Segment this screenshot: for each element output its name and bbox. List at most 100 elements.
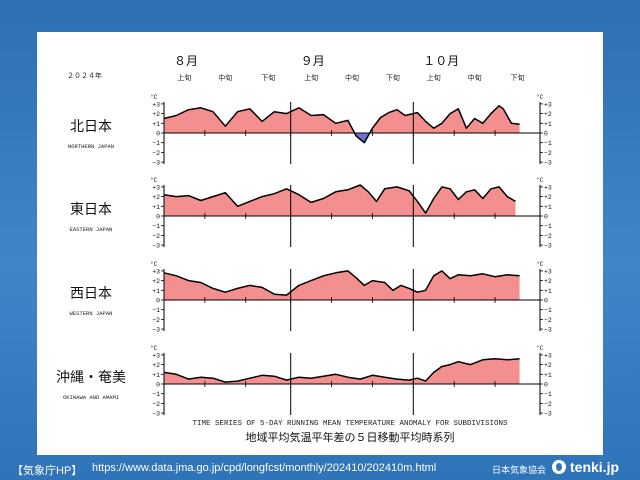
y-tick-label: +1 [152,372,160,379]
brand-text: tenki.jp [570,459,620,475]
region-name-en: WESTERN JAPAN [70,310,113,317]
anomaly-line [163,358,520,383]
brand-logo[interactable]: tenki.jp [552,459,619,475]
y-tick-label: −3 [152,160,160,167]
region-name-en: NORTHERN JAPAN [68,143,114,150]
y-tick-label: +3 [152,268,160,275]
y-tick-label: +2 [152,111,160,118]
y-tick-label: +2 [152,194,160,201]
unit-label: °C [536,94,544,101]
y-tick-label: 0 [156,214,160,221]
y-tick-label: +1 [152,288,160,295]
anomaly-negative-area [164,133,520,143]
dekad-label: 中旬 [345,73,359,82]
unit-label: °C [150,94,158,101]
tenki-logo-icon [552,460,566,474]
y-tick-label: 0 [156,298,160,305]
y-tick-label: +2 [152,362,160,369]
region-name: 沖縄・奄美 [56,370,126,386]
y-tick-label: −3 [544,243,552,250]
month-label: １０月 [423,54,459,68]
anomaly-positive-area [164,185,516,216]
dekad-label: 上旬 [177,73,191,82]
y-tick-label: 0 [544,214,548,221]
y-tick-label: −2 [152,150,160,157]
dekad-label: 下旬 [511,73,525,82]
y-tick-label: −1 [544,223,552,230]
y-tick-label: −2 [152,317,160,324]
y-tick-label: 0 [156,382,160,389]
y-tick-label: +3 [544,101,552,108]
dekad-label: 下旬 [386,73,400,82]
y-tick-label: +2 [544,194,552,201]
y-tick-label: +3 [152,352,160,359]
unit-label: °C [150,261,158,268]
y-tick-label: +2 [544,111,552,118]
y-tick-label: −3 [152,411,160,418]
y-tick-label: 0 [544,131,548,138]
y-tick-label: +2 [152,278,160,285]
unit-label: °C [150,345,158,352]
y-tick-label: −2 [544,401,552,408]
y-tick-label: −1 [152,391,160,398]
unit-label: °C [536,177,544,184]
y-tick-label: +3 [152,184,160,191]
region-name: 西日本 [70,286,112,302]
region-name-en: EASTERN JAPAN [70,226,113,233]
month-label: ９月 [301,54,325,68]
dekad-label: 上旬 [304,73,318,82]
year-label: ２０２４年 [67,71,102,81]
dekad-label: 上旬 [427,73,441,82]
unit-label: °C [150,177,158,184]
y-tick-label: +3 [152,101,160,108]
y-tick-label: +1 [544,121,552,128]
credit-text: 日本気象協会 [492,465,547,475]
y-tick-label: +1 [152,204,160,211]
y-tick-label: −3 [544,160,552,167]
y-tick-label: −2 [544,150,552,157]
y-tick-label: 0 [544,382,548,389]
y-tick-label: +3 [544,352,552,359]
footer: 【気象庁HP】 https://www.data.jma.go.jp/cpd/l… [0,456,640,480]
anomaly-positive-area [164,270,520,300]
y-tick-label: +1 [544,372,552,379]
y-tick-label: −1 [544,307,552,314]
y-tick-label: +1 [544,288,552,295]
y-tick-label: +3 [544,184,552,191]
y-tick-label: 0 [156,131,160,138]
unit-label: °C [536,345,544,352]
region-name: 東日本 [70,202,112,218]
y-tick-label: −2 [152,401,160,408]
chart-title-ja: 地域平均気温平年差の５日移動平均時系列 [246,430,455,444]
y-tick-label: +2 [544,362,552,369]
dekad-label: 中旬 [468,73,482,82]
region-name-en: OKINAWA AND AMAMI [63,394,119,401]
y-tick-label: 0 [544,298,548,305]
y-tick-label: −1 [544,140,552,147]
y-tick-label: −3 [544,411,552,418]
anomaly-line [163,184,516,214]
chart-card: ２０２４年 ８月 ９月 １０月 上旬 中旬 下旬 上旬 中旬 下旬 上旬 中旬 下旬 北日本 NORTHE… [37,32,603,455]
y-tick-label: +2 [544,278,552,285]
y-tick-label: +1 [152,121,160,128]
source-url-link[interactable]: https://www.data.jma.go.jp/cpd/longfcst/… [92,462,437,474]
y-tick-label: −2 [152,233,160,240]
region-name: 北日本 [70,119,112,135]
dekad-label: 中旬 [218,73,232,82]
chart-title-en: TIME SERIES OF 5-DAY RUNNING MEAN TEMPER… [192,420,508,428]
y-tick-label: −3 [152,327,160,334]
y-tick-label: −2 [544,233,552,240]
anomaly-line [163,105,520,144]
y-tick-label: −3 [544,327,552,334]
unit-label: °C [536,261,544,268]
y-tick-label: +3 [544,268,552,275]
y-tick-label: −1 [152,223,160,230]
y-tick-label: +1 [544,204,552,211]
y-tick-label: −1 [152,140,160,147]
anomaly-line [163,270,520,296]
